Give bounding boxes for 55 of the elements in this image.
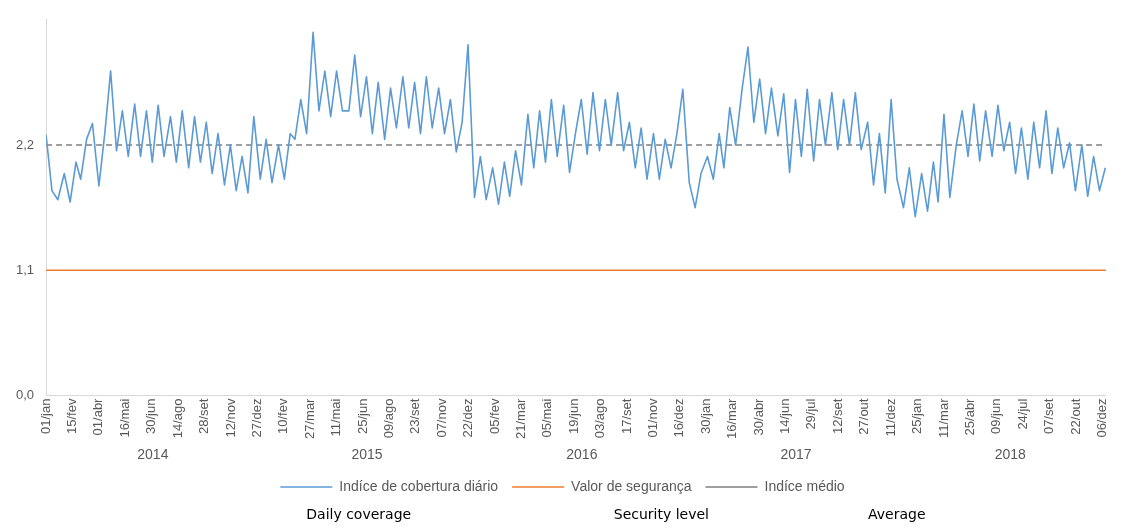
x-tick-label: 30/jan: [697, 398, 713, 434]
x-tick-label: 22/out: [1067, 398, 1083, 435]
text: 2016: [566, 445, 598, 462]
x-tick-label: 23/set: [407, 398, 423, 434]
x-tick-label: 07/set: [1041, 398, 1057, 434]
y-tick-label: 2,2: [15, 136, 35, 152]
x-tick-label: 09/ago: [380, 398, 396, 439]
x-tick-label: 25/abr: [961, 397, 977, 436]
x-tick-label: 11/dez: [882, 398, 898, 437]
legend-label: Indíce médio: [764, 477, 845, 494]
text: Average: [868, 506, 926, 522]
x-tick-label: 12/nov: [222, 398, 238, 438]
x-tick-label: 28/set: [196, 398, 212, 434]
x-tick-label: 25/jan: [909, 398, 925, 434]
x-tick-label: 27/mar: [301, 397, 317, 440]
x-tick-label: 14/ago: [169, 398, 185, 439]
x-tick-label: 15/fev: [64, 398, 80, 434]
x-tick-label: 10/fev: [275, 398, 291, 434]
x-tick-label: 05/mai: [539, 398, 555, 438]
text: Security level: [613, 506, 709, 522]
y-tick-label: 0,0: [15, 387, 35, 403]
x-tick-label: 16/dez: [671, 398, 687, 438]
legend-label: Valor de segurança: [571, 477, 692, 494]
x-tick-label: 30/abr: [750, 397, 766, 436]
text: 2017: [780, 445, 812, 462]
x-tick-label: 29/jul: [803, 398, 819, 430]
x-tick-label: 11/mai: [328, 398, 344, 437]
x-tick-label: 01/abr: [90, 397, 106, 436]
x-tick-label: 27/out: [856, 398, 872, 435]
x-tick-label: 16/mai: [116, 398, 132, 438]
x-tick-label: 06/dez: [1093, 398, 1109, 438]
x-tick-label: 07/nov: [433, 398, 449, 438]
x-tick-label: 25/jun: [354, 398, 370, 434]
x-tick-label: 01/nov: [645, 398, 661, 438]
x-tick-label: 21/mar: [513, 397, 528, 440]
text: 2018: [994, 445, 1027, 462]
x-tick-label: 05/fev: [486, 398, 502, 434]
x-tick-label: 03/ago: [592, 398, 608, 439]
x-tick-label: 30/jun: [143, 398, 159, 434]
x-tick-label: 27/dez: [248, 398, 264, 438]
x-tick-label: 01/jan: [37, 398, 53, 434]
x-tick-label: 22/dez: [460, 398, 476, 438]
text: 2015: [351, 445, 383, 462]
x-tick-label: 17/set: [618, 398, 634, 434]
legend-label: Indíce de cobertura diário: [339, 477, 499, 494]
x-tick-label: 09/jun: [988, 398, 1004, 434]
x-tick-label: 12/set: [829, 398, 845, 434]
x-tick-label: 11/mar: [935, 397, 951, 439]
x-tick-label: 14/jun: [777, 398, 793, 434]
x-tick-label: 16/mar: [724, 397, 740, 440]
x-tick-label: 19/jun: [565, 398, 581, 434]
x-tick-label: 24/jul: [1014, 398, 1030, 430]
text: 2014: [137, 445, 169, 462]
y-tick-label: 1,1: [15, 261, 35, 277]
text: Daily coverage: [306, 506, 412, 522]
